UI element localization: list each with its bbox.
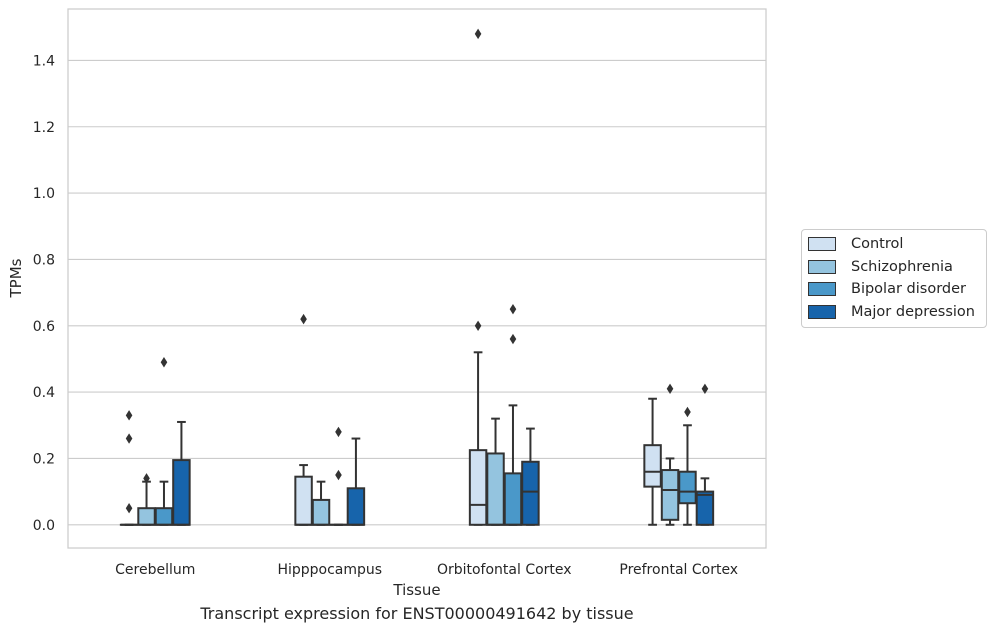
outlier-point (143, 473, 150, 484)
box (643, 397, 662, 526)
legend-swatch (808, 237, 836, 252)
outlier-point (474, 28, 482, 40)
legend-swatch (808, 282, 836, 297)
legend-label: Major depression (851, 303, 975, 320)
box-iqr (346, 487, 366, 526)
box (678, 406, 697, 526)
y-tick-label: 0.6 (33, 319, 55, 335)
outlier-point (509, 333, 517, 345)
y-axis-label: TPMs (7, 258, 25, 298)
x-tick-label: Prefrontal Cortex (619, 562, 738, 578)
box (137, 473, 156, 526)
outlier-point (701, 383, 709, 394)
box (521, 427, 540, 526)
box-iqr (154, 507, 174, 526)
box-iqr (172, 459, 191, 526)
outlier-point (335, 469, 342, 481)
boxes (119, 28, 715, 526)
outlier-point (509, 303, 517, 315)
grid-lines (68, 59, 766, 526)
box-iqr (521, 460, 540, 526)
x-tick-label: Orbitofontal Cortex (437, 562, 572, 578)
legend-item: Schizophrenia (802, 256, 986, 279)
y-tick-label: 0.4 (33, 385, 55, 401)
chart-title: Transcript expression for ENST0000049164… (200, 604, 634, 623)
box (468, 28, 488, 526)
legend-item: Control (802, 233, 986, 256)
y-tick-label: 0.2 (33, 451, 55, 467)
box (311, 480, 331, 526)
x-axis-label: Tissue (392, 581, 440, 599)
box-iqr (311, 498, 331, 526)
outlier-point (666, 383, 674, 394)
box-iqr (660, 469, 680, 521)
box-iqr (468, 449, 488, 526)
box (486, 417, 505, 526)
legend-label: Control (851, 236, 904, 253)
legend-swatch (808, 304, 836, 319)
box-iqr (137, 507, 156, 526)
outlier-point (125, 410, 133, 421)
box-iqr (294, 475, 313, 526)
outlier-point (335, 426, 342, 438)
y-tick-label: 0.8 (33, 252, 55, 268)
box (660, 383, 680, 526)
box (172, 420, 191, 526)
outlier-point (474, 320, 482, 331)
legend-label: Schizophrenia (851, 258, 953, 275)
box (503, 303, 523, 526)
x-ticks: Cerebellum Hipppocampus Orbitofontal Corte… (115, 562, 738, 578)
x-tick-label: Hipppocampus (277, 562, 382, 578)
legend-item: Major depression (802, 301, 986, 324)
box-iqr (695, 490, 715, 526)
outlier-point (125, 433, 133, 444)
legend-swatch (808, 259, 836, 274)
box-iqr (643, 444, 662, 488)
legend: Control Schizophrenia Bipolar disorder Majo… (801, 229, 987, 328)
box-iqr (678, 470, 697, 505)
box (695, 383, 715, 526)
y-tick-label: 0.0 (33, 518, 55, 534)
legend-label: Bipolar disorder (851, 281, 966, 298)
box (119, 410, 139, 526)
y-tick-label: 1.0 (33, 186, 55, 202)
outlier-point (684, 406, 691, 418)
box-iqr (486, 452, 505, 526)
plot-frame (67, 8, 767, 549)
box (154, 357, 174, 526)
outlier-point (300, 313, 307, 325)
y-tick-label: 1.2 (33, 120, 55, 136)
box-iqr (503, 472, 523, 526)
legend-item: Bipolar disorder (802, 278, 986, 301)
box (329, 426, 348, 526)
outlier-point (125, 502, 133, 514)
box (346, 437, 366, 526)
box (294, 313, 313, 526)
x-tick-label: Cerebellum (115, 562, 195, 578)
y-tick-label: 1.4 (33, 53, 55, 69)
y-ticks: 0.0 0.2 0.4 0.6 0.8 1.0 1.2 1.4 (33, 53, 55, 533)
outlier-point (160, 357, 168, 368)
